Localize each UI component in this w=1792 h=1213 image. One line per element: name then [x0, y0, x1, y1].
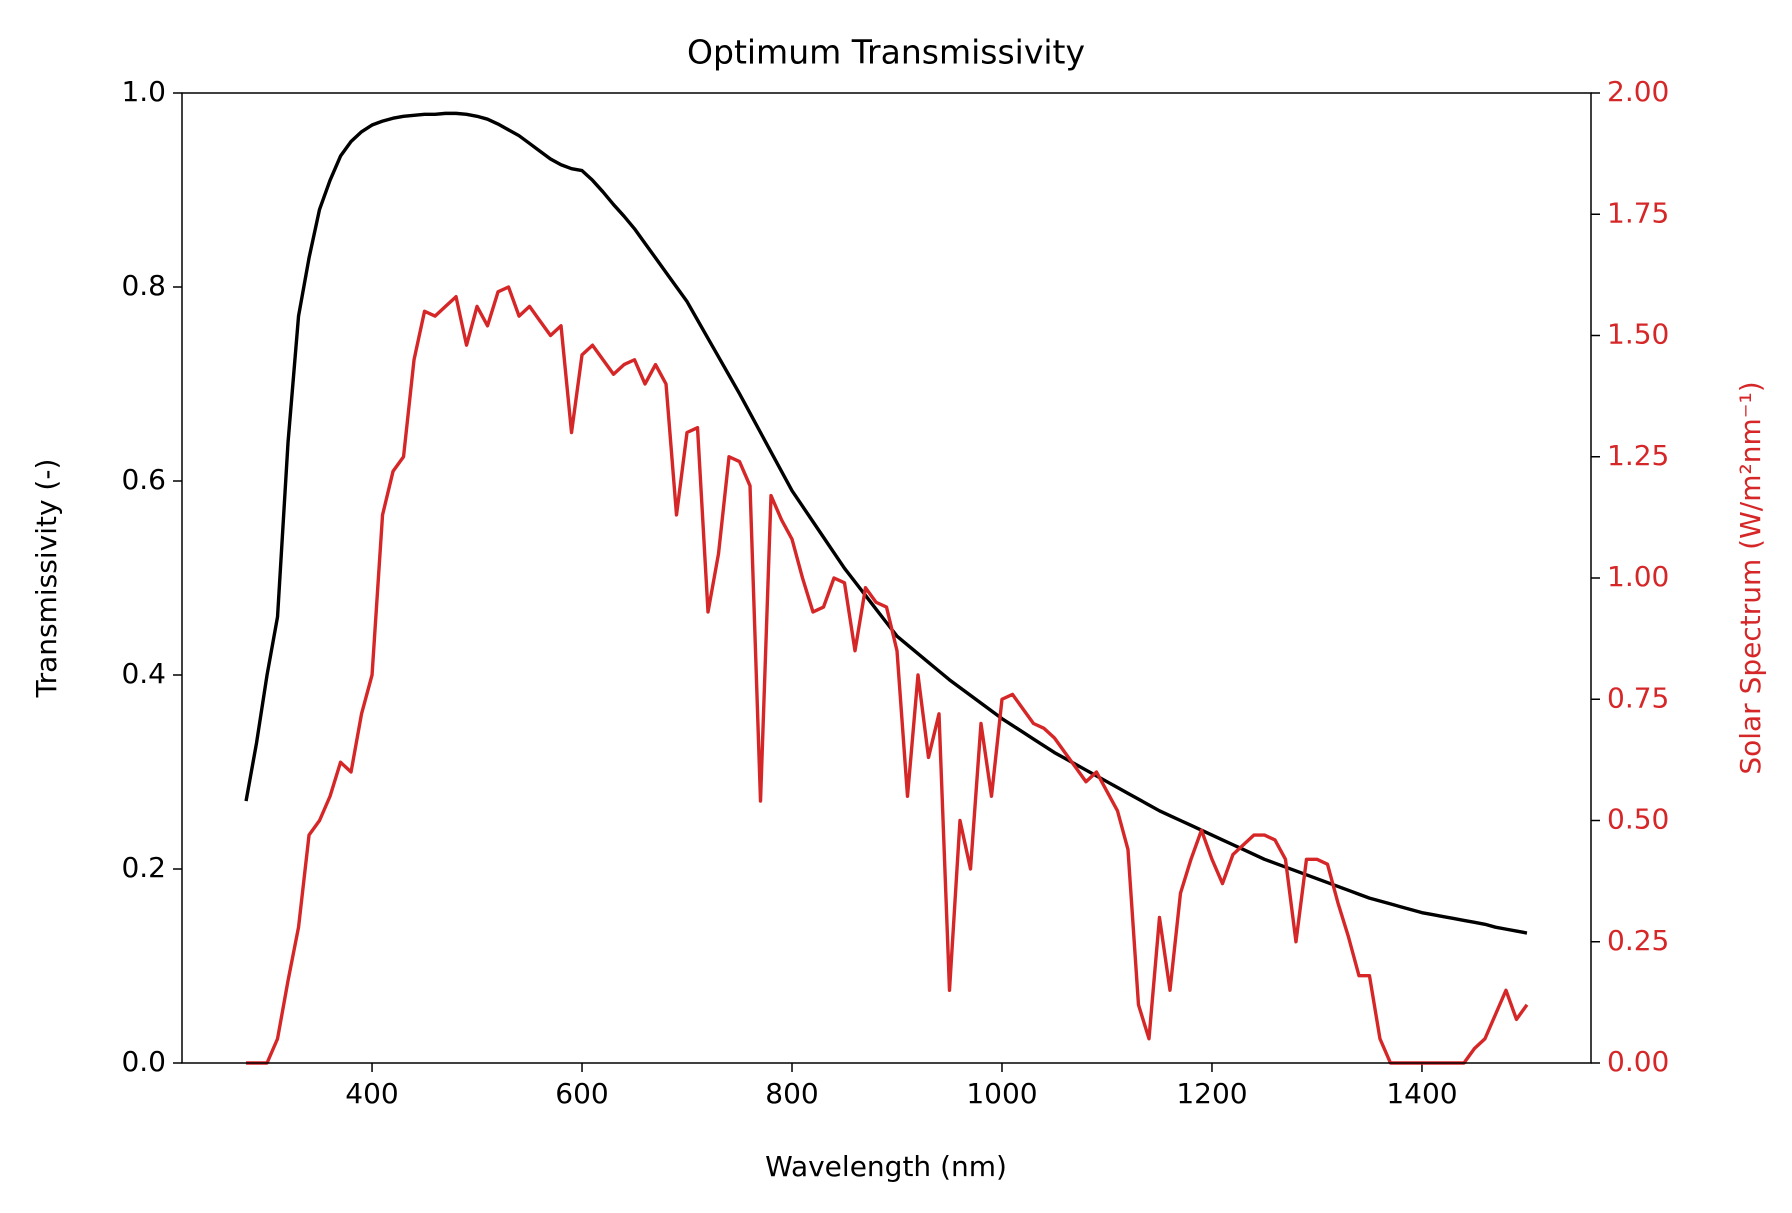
y2-tick-label: 1.50	[1607, 318, 1669, 351]
y-tick-label: 1.0	[121, 75, 166, 108]
y2-tick-label: 0.25	[1607, 924, 1669, 957]
y-tick-label: 0.4	[121, 657, 166, 690]
y-tick-label: 0.2	[121, 851, 166, 884]
y2-tick-label: 0.50	[1607, 803, 1669, 836]
y-tick-label: 0.6	[121, 463, 166, 496]
x-tick-label: 1000	[966, 1077, 1037, 1110]
plot-frame	[181, 92, 1592, 1064]
y-tick-label: 0.8	[121, 269, 166, 302]
series-line	[246, 285, 1529, 1065]
x-axis-label: Wavelength (nm)	[765, 1150, 1007, 1183]
x-tick-label: 1200	[1176, 1077, 1247, 1110]
y-axis-label: Transmissivity (-)	[30, 459, 63, 699]
y2-axis-label: Solar Spectrum (W/m²nm⁻¹)	[1734, 381, 1767, 774]
y2-tick-label: 0.75	[1607, 681, 1669, 714]
x-tick-label: 400	[345, 1077, 398, 1110]
x-tick-label: 800	[765, 1077, 818, 1110]
series-line	[244, 111, 1528, 935]
y2-tick-label: 1.00	[1607, 560, 1669, 593]
y-tick-label: 0.0	[121, 1045, 166, 1078]
y2-tick-label: 2.00	[1607, 75, 1669, 108]
x-tick-label: 600	[555, 1077, 608, 1110]
x-tick-label: 1400	[1386, 1077, 1457, 1110]
chart-title: Optimum Transmissivity	[687, 33, 1085, 72]
y2-tick-label: 0.00	[1607, 1045, 1669, 1078]
y2-tick-label: 1.25	[1607, 439, 1669, 472]
y2-tick-label: 1.75	[1607, 196, 1669, 229]
